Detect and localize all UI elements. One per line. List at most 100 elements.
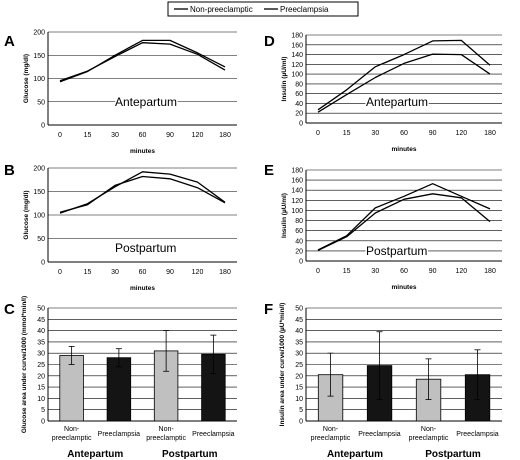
y-tick-label: 35 [37, 339, 45, 346]
y-tick-label: 0 [41, 260, 45, 267]
phase-annotation: Postpartum [115, 241, 176, 255]
series-line-non-preeclamptic [59, 171, 226, 214]
y-axis-label: Insulin (µU/ml) [281, 57, 288, 102]
x-tick-label: 120 [455, 130, 467, 137]
y-tick-label: 100 [291, 208, 303, 215]
series-line-preeclampsia [59, 175, 226, 213]
y-tick-label: 45 [295, 317, 303, 324]
x-tick-label: 60 [139, 269, 147, 276]
y-tick-label: 30 [295, 351, 303, 358]
y-tick-label: 100 [33, 76, 45, 83]
group-label: Postpartum [162, 449, 218, 460]
phase-annotation: Antepartum [366, 95, 428, 109]
x-tick-label: 120 [192, 269, 204, 276]
x-axis-label: minutes [392, 284, 417, 291]
y-tick-label: 180 [291, 168, 303, 175]
panel-d: D 0 20 40 60 80 100 120 140 160 180 Insulin (µU/ml)… [264, 33, 502, 153]
panel-letter: C [4, 301, 15, 318]
y-tick-label: 150 [33, 53, 45, 60]
y-tick-label: 50 [37, 99, 45, 106]
y-tick-label: 15 [295, 385, 303, 392]
y-tick-label: 100 [291, 72, 303, 79]
y-tick-label: 120 [291, 198, 303, 205]
y-tick-label: 0 [299, 121, 303, 128]
y-tick-label: 120 [291, 62, 303, 69]
y-tick-label: 25 [295, 362, 303, 369]
y-tick-label: 35 [295, 339, 303, 346]
x-tick-label: 60 [400, 130, 408, 137]
panel-letter: E [264, 162, 274, 179]
x-axis-label: minutes [392, 146, 417, 153]
panel-letter: B [4, 162, 15, 179]
y-tick-label: 20 [295, 248, 303, 255]
x-tick-label: 180 [484, 130, 496, 137]
x-tick-label: 90 [166, 269, 174, 276]
y-tick-label: 20 [295, 373, 303, 380]
group-label: Antepartum [327, 449, 383, 460]
series-line-preeclampsia [59, 42, 226, 82]
x-tick-label: 90 [429, 130, 437, 137]
x-tick-label: 0 [58, 132, 62, 139]
y-tick-label: 10 [37, 396, 45, 403]
y-tick-label: 60 [295, 91, 303, 98]
y-tick-label: 5 [299, 407, 303, 414]
x-tick-label: 15 [84, 132, 92, 139]
y-tick-label: 160 [291, 178, 303, 185]
panel-letter: A [4, 33, 15, 50]
x-tick-label: 0 [316, 268, 320, 275]
x-tick-label: 0 [316, 130, 320, 137]
x-tick-label: 60 [400, 268, 408, 275]
panel-letter: F [264, 301, 273, 318]
x-category-label: Preeclampsia [192, 431, 235, 438]
series-line-preeclampsia [317, 193, 491, 251]
y-tick-label: 80 [295, 218, 303, 225]
x-tick-label: 30 [111, 269, 119, 276]
panel-letter: D [264, 33, 275, 50]
panel-a: A 0 50 100 150 200 Glucose (mg/dl) 0 15 30 60 90 120… [4, 30, 237, 155]
bar [59, 355, 84, 422]
legend-label: Non-preeclamptic [190, 5, 253, 14]
phase-annotation: Antepartum [115, 95, 177, 109]
y-tick-label: 200 [33, 30, 45, 37]
y-tick-label: 0 [41, 419, 45, 426]
y-tick-label: 0 [299, 419, 303, 426]
x-axis-label: minutes [130, 148, 155, 155]
x-category-label: Preeclampsia [358, 431, 401, 438]
x-tick-label: 120 [192, 132, 204, 139]
y-axis-label: Insulin area under curve/1000 (µU*min/l) [279, 303, 286, 427]
y-tick-label: 40 [295, 328, 303, 335]
x-tick-label: 15 [343, 268, 351, 275]
y-tick-label: 160 [291, 42, 303, 49]
legend: Non-preeclamptic Preeclampsia [167, 1, 359, 17]
y-tick-label: 200 [33, 166, 45, 173]
y-axis-label: Glucose area under curve/1000 (mmol*min/… [21, 296, 28, 433]
y-tick-label: 5 [41, 407, 45, 414]
panel-f: F 0 5 10 15 20 25 30 35 40 45 50 Insulin area under … [264, 301, 502, 460]
panel-b: B 0 50 100 150 200 Glucose (mg/dl) 0 15 30 60 90 120… [4, 162, 237, 292]
x-tick-label: 60 [139, 132, 147, 139]
y-tick-label: 80 [295, 81, 303, 88]
x-axis-label: minutes [130, 285, 155, 292]
panel-e: E 0 20 40 60 80 100 120 140 160 180 Insulin (µU/ml)… [264, 162, 502, 291]
legend-label: Preeclampsia [280, 5, 329, 14]
y-tick-label: 10 [295, 396, 303, 403]
x-tick-label: 15 [343, 130, 351, 137]
y-tick-label: 0 [41, 123, 45, 130]
y-tick-label: 40 [37, 328, 45, 335]
series-line-preeclampsia [317, 53, 491, 113]
y-tick-label: 0 [299, 259, 303, 266]
y-tick-label: 15 [37, 385, 45, 392]
panel-c: C 0 5 10 15 20 25 30 35 40 45 50 Glucose area under … [4, 296, 237, 460]
series-line-non-preeclamptic [317, 39, 491, 111]
x-tick-label: 180 [219, 132, 231, 139]
x-tick-label: 30 [371, 130, 379, 137]
phase-annotation: Postpartum [366, 244, 427, 258]
y-axis-label: Insulin (µU/ml) [281, 193, 288, 238]
x-category-label: Non-preeclamptic [146, 426, 186, 442]
x-tick-label: 120 [455, 268, 467, 275]
x-category-label: Non-preeclamptic [409, 426, 449, 442]
y-tick-label: 40 [295, 238, 303, 245]
group-label: Antepartum [67, 449, 123, 460]
y-tick-label: 60 [295, 228, 303, 235]
